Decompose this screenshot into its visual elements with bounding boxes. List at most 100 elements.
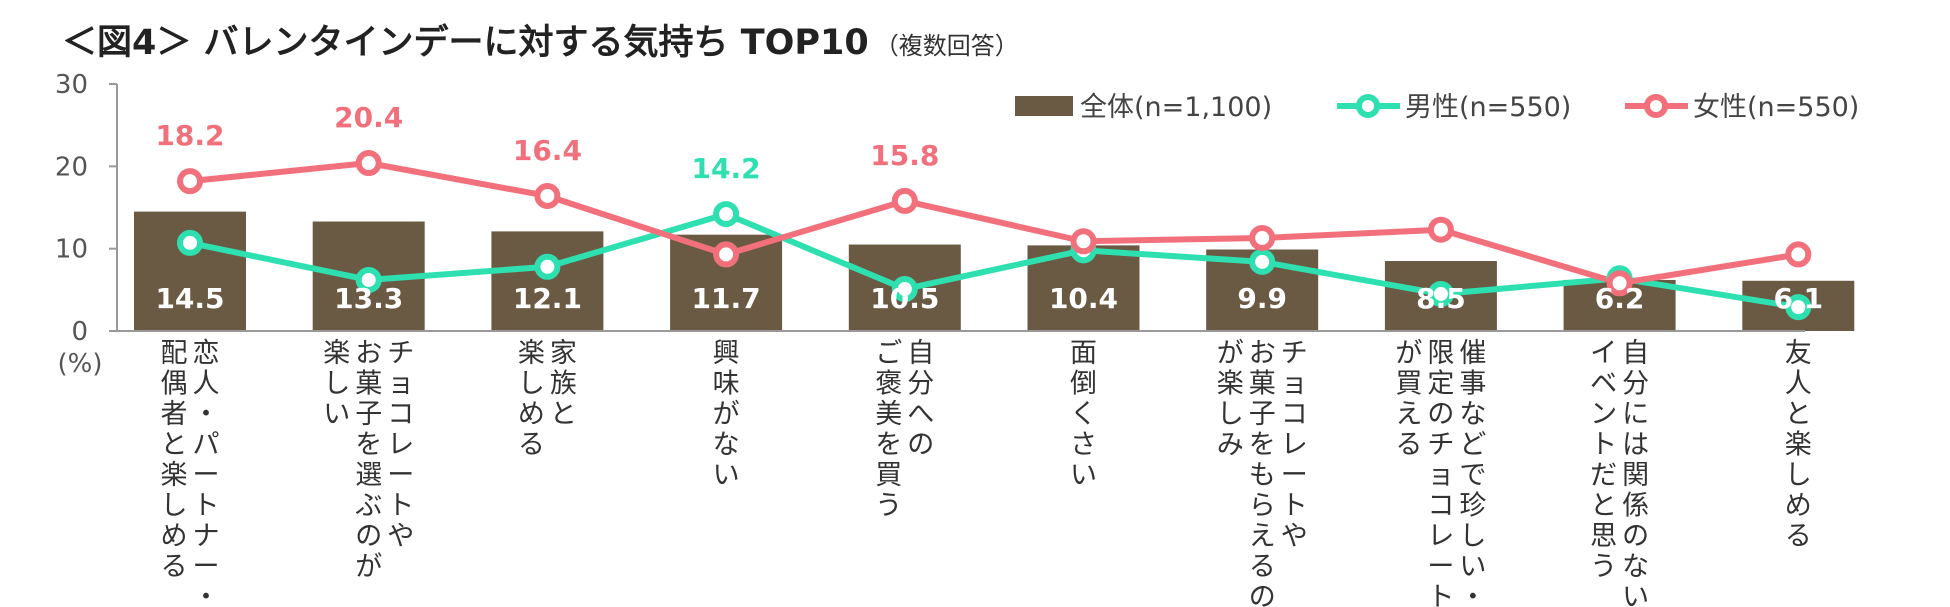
category-label-char: 係 [1622,491,1649,522]
bar-value-label: 13.3 [334,282,403,315]
category-label-char: く [1070,399,1097,430]
point-female [1070,228,1097,255]
point-male [1249,248,1276,275]
category-label-char: 楽 [1785,430,1812,461]
category-label-char: ど [1459,430,1486,461]
category-label-char: し [323,369,350,400]
category-label-char: 者 [161,399,188,430]
category-label-char: チ [1281,338,1308,369]
category-label-char: な [1622,552,1649,583]
category-label-char: 友 [1785,338,1812,369]
point-value-label-female: 20.4 [334,101,403,134]
point-male [891,276,918,303]
chart-title-text: ＜図4＞ バレンタインデーに対する気持ち TOP10 [62,23,869,63]
category-label-char: し [161,491,188,522]
point-female [534,182,561,209]
legend-marker-male [1356,94,1380,118]
category-label-char: る [518,430,545,461]
point-male [534,253,561,280]
category-label-char: 人 [193,369,220,400]
category-label-char: 珍 [1459,491,1486,522]
category-label-char: レ [1281,430,1308,461]
category-label-char: ベ [1590,369,1617,400]
category-label-char: ト [1427,582,1454,607]
category-label-char: ・ [193,399,220,430]
category-label-char: う [875,491,902,522]
category-label-char: の [1622,521,1649,552]
category-label-char: ョ [387,369,414,400]
point-value-label-male: 14.2 [692,152,761,185]
category-label-char: 菓 [1249,369,1276,400]
legend-label-female: 女性(n=550) [1693,92,1859,123]
category-label-char: な [1459,399,1486,430]
category-label-char: 分 [1622,369,1649,400]
category-label-char: 偶 [161,369,188,400]
category-label-char: め [161,521,188,552]
category-label-char: 菓 [355,369,382,400]
y-axis-unit-label: (%) [58,349,103,379]
category-label-char: に [1622,399,1649,430]
category-label-char: と [1590,491,1617,522]
category-label-char: を [1249,430,1276,461]
category-label-char: ご [875,338,902,369]
category-label-char: い [1622,582,1649,607]
legend-label-male: 男性(n=550) [1405,92,1571,123]
point-female [177,168,203,195]
category-label-char: い [1070,460,1097,491]
bar-value-label: 6.1 [1773,282,1823,315]
point-value-label-female: 18.2 [155,119,224,152]
legend-label-total: 全体(n=1,100) [1080,92,1272,123]
y-tick-label: 20 [55,152,88,182]
point-female [713,241,740,268]
category-label-char: ー [387,460,414,491]
category-label-char: 面 [1070,338,1097,369]
category-label-char: 配 [161,338,188,369]
category-label-char: 自 [907,338,934,369]
y-tick-label: 30 [55,70,88,100]
point-female [355,150,382,177]
category-label-char: な [713,430,740,461]
category-label-char: お [1249,338,1276,369]
category-label-char: レ [1427,521,1454,552]
category-label-char: と [161,430,188,461]
category-label-char: 族 [550,369,577,400]
category-label-char: ト [387,491,414,522]
category-label-char: チ [1427,430,1454,461]
point-male [1785,294,1812,321]
category-label-char: ト [1281,491,1308,522]
category-label-char: 催 [1459,338,1486,369]
category-label-char: と [1785,399,1812,430]
y-tick-label: 10 [55,235,88,265]
point-female [891,187,918,214]
category-label-char: し [518,369,545,400]
bar-value-label: 11.7 [692,282,761,315]
category-label-char: ー [1281,460,1308,491]
point-female [1427,216,1454,243]
category-label-char: で [1459,460,1486,491]
category-label-char: え [1395,399,1422,430]
category-label-char: へ [907,399,934,430]
category-label-char: ョ [1281,369,1308,400]
chart-subtitle: （複数回答） [874,32,1019,60]
category-label-char: 子 [1249,399,1276,430]
category-label-char: 楽 [323,338,350,369]
category-label-char: ト [1590,430,1617,461]
category-label-char: や [1281,521,1308,552]
category-label-char: が [355,552,382,583]
category-label-char: い [1459,552,1486,583]
category-label-char: 買 [1395,369,1422,400]
point-value-label-female: 16.4 [513,134,582,167]
bar-value-label: 10.4 [1049,282,1118,315]
category-label-char: コ [1427,491,1454,522]
category-label-char: 楽 [161,460,188,491]
category-label-char: お [355,338,382,369]
category-label-char: 家 [550,338,577,369]
legend-marker-female [1644,94,1668,118]
category-label-char: 人 [1785,369,1812,400]
category-label-char: レ [387,430,414,461]
bar-value-label: 14.5 [155,282,224,315]
point-female [1606,270,1633,297]
category-label-char: う [1590,552,1617,583]
category-label-char: る [1395,430,1422,461]
category-label-char: も [1249,460,1276,491]
